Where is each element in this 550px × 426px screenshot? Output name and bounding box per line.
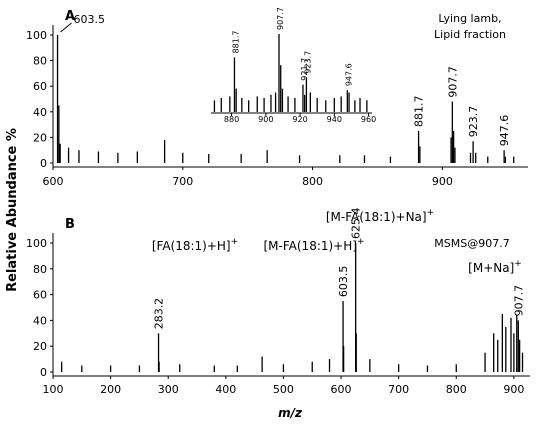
- leader-line: [60, 22, 72, 33]
- panel-label: A: [65, 9, 75, 24]
- y-tick-label: 20: [33, 340, 47, 353]
- peak-label: 603.5: [337, 266, 350, 298]
- x-axis-label: m/z: [278, 406, 303, 420]
- peak-label: 283.2: [153, 298, 166, 330]
- ion-formula: [M-FA(18:1)+Na]: [326, 210, 427, 224]
- x-tick-label: 880: [224, 115, 239, 124]
- x-tick-label: 400: [215, 383, 236, 396]
- y-tick-label: 40: [33, 106, 47, 119]
- note: MSMS@907.7: [434, 237, 509, 250]
- y-tick-label: 100: [26, 237, 47, 250]
- ion-annotation: [M-FA(18:1)+Na]+: [326, 208, 434, 224]
- x-tick-label: 900: [503, 383, 524, 396]
- ion-annotation: [FA(18:1)+H]+: [152, 237, 238, 253]
- y-axis-label: Relative Abundance %: [5, 128, 20, 292]
- peak-label: 625.4: [350, 208, 363, 240]
- x-tick-label: 700: [172, 175, 193, 188]
- x-tick-label: 800: [302, 175, 323, 188]
- y-tick-label: 80: [33, 55, 47, 68]
- peak-label: 881.7: [231, 30, 240, 53]
- ion-charge: +: [231, 237, 239, 247]
- x-tick-label: 700: [388, 383, 409, 396]
- ion-annotation: [M-FA(18:1)+H]+: [264, 237, 365, 253]
- y-tick-label: 20: [33, 131, 47, 144]
- peak-label: 947.6: [344, 63, 353, 86]
- ion-charge: +: [357, 237, 365, 247]
- panel-label: B: [65, 217, 75, 232]
- y-tick-label: 0: [40, 366, 47, 379]
- x-tick-label: 900: [258, 115, 273, 124]
- peak-label: 923.7: [467, 106, 480, 138]
- x-tick-label: 900: [432, 175, 453, 188]
- peak-label: 907.7: [276, 7, 285, 30]
- note: Lying lamb,: [438, 12, 501, 25]
- ion-annotation: [M+Na]+: [468, 259, 522, 275]
- x-tick-label: 940: [327, 115, 342, 124]
- peak-label: 923.7: [303, 51, 312, 74]
- ion-formula: [FA(18:1)+H]: [152, 239, 231, 253]
- x-tick-label: 600: [43, 175, 64, 188]
- peak-label: 921.7: [300, 58, 309, 81]
- peak-label: 907.7: [446, 66, 459, 98]
- y-tick-label: 100: [26, 29, 47, 42]
- y-tick-label: 40: [33, 314, 47, 327]
- ion-formula: [M+Na]: [468, 261, 514, 275]
- x-tick-label: 500: [273, 383, 294, 396]
- ion-charge: +: [427, 208, 435, 218]
- ion-formula: [M-FA(18:1)+H]: [264, 239, 357, 253]
- x-tick-label: 960: [361, 115, 376, 124]
- x-tick-label: 600: [331, 383, 352, 396]
- x-tick-label: 800: [446, 383, 467, 396]
- x-tick-label: 300: [158, 383, 179, 396]
- peak-label: 603.5: [74, 13, 106, 26]
- peak-label: 881.7: [413, 96, 426, 128]
- note: Lipid fraction: [434, 28, 506, 41]
- x-tick-label: 200: [100, 383, 121, 396]
- y-tick-label: 0: [40, 157, 47, 170]
- y-tick-label: 80: [33, 263, 47, 276]
- x-tick-label: 920: [292, 115, 307, 124]
- peak-label: 907.7: [512, 285, 525, 317]
- y-tick-label: 60: [33, 80, 47, 93]
- y-tick-label: 60: [33, 289, 47, 302]
- ion-charge: +: [514, 259, 522, 269]
- x-tick-label: 100: [43, 383, 64, 396]
- peak-label: 947.6: [498, 115, 511, 147]
